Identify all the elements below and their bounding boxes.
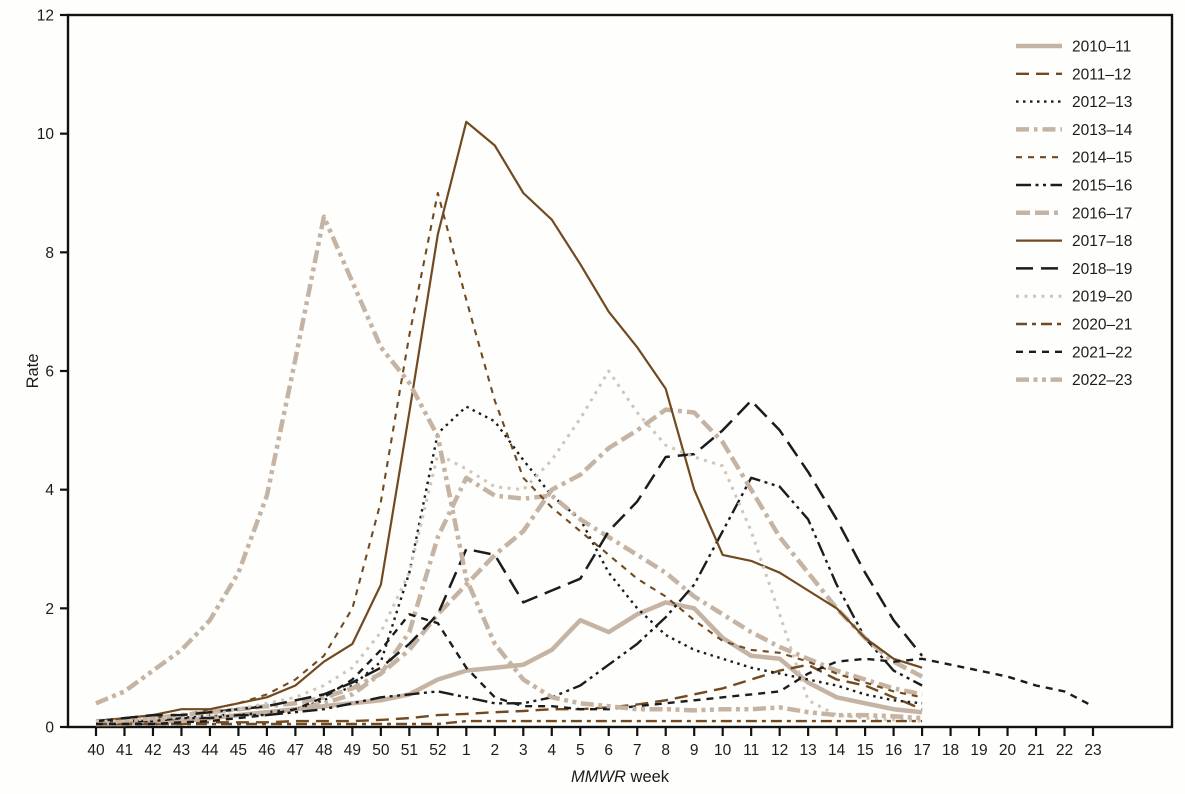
x-tick-label: 41	[116, 742, 133, 759]
series-line-2014-15	[96, 191, 923, 723]
legend-label: 2013–14	[1072, 122, 1133, 139]
series-line-2019-20	[96, 369, 923, 723]
legend: 2010–11 2011–12 2012–13 2013–14 2014–15 2015–…	[1016, 39, 1133, 389]
x-tick-label: 17	[913, 742, 930, 759]
legend-label: 2017–18	[1072, 233, 1132, 250]
y-axis-label: Rate	[24, 354, 42, 389]
x-tick-label: 19	[970, 742, 987, 759]
x-tick-label: 3	[519, 742, 528, 759]
x-tick-label: 23	[1084, 742, 1101, 759]
series-lines	[95, 120, 1094, 727]
x-tick-label: 50	[372, 742, 390, 759]
x-tick-label: 49	[344, 742, 361, 759]
x-tick-label: 9	[690, 742, 699, 759]
x-tick-label: 1	[462, 742, 471, 759]
y-tick-label: 10	[37, 126, 55, 143]
legend-label: 2012–13	[1072, 94, 1132, 111]
y-tick-label: 8	[45, 245, 54, 262]
y-tick-label: 0	[45, 720, 54, 737]
series-line-2021-22	[96, 613, 1094, 726]
series-line-2022-23	[95, 214, 923, 721]
x-tick-label: 7	[633, 742, 642, 759]
x-tick-label: 45	[230, 742, 247, 759]
legend-item-2011-12: 2011–12	[1016, 66, 1131, 83]
x-tick-label: 52	[429, 742, 446, 759]
legend-label: 2010–11	[1072, 39, 1131, 56]
x-tick-label: 47	[287, 742, 304, 759]
series-line-2016-17	[96, 407, 924, 724]
x-tick-label: 13	[800, 742, 817, 759]
x-tick-label: 21	[1027, 742, 1044, 759]
x-tick-label: 20	[999, 742, 1017, 759]
legend-item-2020-21: 2020–21	[1016, 317, 1132, 334]
x-axis-label: MMWR week	[571, 768, 670, 786]
series-line-2017-18	[95, 120, 923, 723]
x-tick-label: 40	[87, 742, 105, 759]
x-tick-label: 6	[604, 742, 613, 759]
x-tick-label: 14	[828, 742, 846, 759]
series-line-2015-16	[96, 476, 923, 723]
legend-label: 2022–23	[1072, 372, 1132, 389]
x-tick-label: 43	[173, 742, 190, 759]
x-tick-label: 11	[743, 742, 759, 759]
y-tick-label: 6	[45, 364, 54, 381]
x-tick-label: 15	[856, 742, 873, 759]
legend-item-2014-15: 2014–15	[1016, 150, 1132, 167]
x-tick-label: 10	[714, 742, 732, 759]
series-line-2013-14	[95, 475, 923, 727]
x-tick-label: 42	[144, 742, 161, 759]
legend-item-2017-18: 2017–18	[1016, 233, 1132, 250]
legend-item-2022-23: 2022–23	[1016, 372, 1132, 389]
x-tick-label: 5	[576, 742, 585, 759]
x-tick-label: 2	[490, 742, 499, 759]
x-tick-label: 12	[771, 742, 788, 759]
plot-area-border	[66, 13, 1174, 729]
legend-item-2010-11: 2010–11	[1016, 39, 1131, 56]
y-tick-label: 4	[45, 482, 54, 499]
legend-item-2021-22: 2021–22	[1016, 344, 1132, 361]
x-tick-label: 44	[201, 742, 219, 759]
x-tick-label: 48	[315, 742, 332, 759]
plot-frame	[66, 13, 1174, 729]
legend-label: 2014–15	[1072, 150, 1132, 167]
x-tick-label: 18	[942, 742, 959, 759]
legend-label: 2015–16	[1072, 178, 1132, 195]
legend-label: 2018–19	[1072, 261, 1132, 278]
x-tick-label: 46	[258, 742, 275, 759]
y-tick-label: 2	[45, 601, 54, 618]
x-tick-label: 22	[1056, 742, 1073, 759]
legend-item-2012-13: 2012–13	[1016, 94, 1132, 111]
x-tick-label: 8	[661, 742, 670, 759]
y-tick-label: 12	[37, 8, 54, 25]
x-tick-label: 51	[401, 742, 418, 759]
legend-item-2013-14: 2013–14	[1016, 122, 1133, 139]
x-axis-label-italic: MMWR	[571, 768, 626, 786]
legend-item-2016-17: 2016–17	[1016, 205, 1132, 222]
x-tick-label: 16	[885, 742, 902, 759]
legend-item-2018-19: 2018–19	[1016, 261, 1132, 278]
legend-label: 2016–17	[1072, 205, 1132, 222]
legend-item-2019-20: 2019–20	[1016, 289, 1133, 306]
legend-label: 2021–22	[1072, 344, 1132, 361]
x-axis-label-rest: week	[626, 768, 670, 786]
legend-label: 2011–12	[1072, 66, 1131, 83]
legend-label: 2020–21	[1072, 317, 1132, 334]
legend-item-2015-16: 2015–16	[1016, 178, 1132, 195]
x-tick-label: 4	[547, 742, 556, 759]
legend-label: 2019–20	[1072, 289, 1133, 306]
